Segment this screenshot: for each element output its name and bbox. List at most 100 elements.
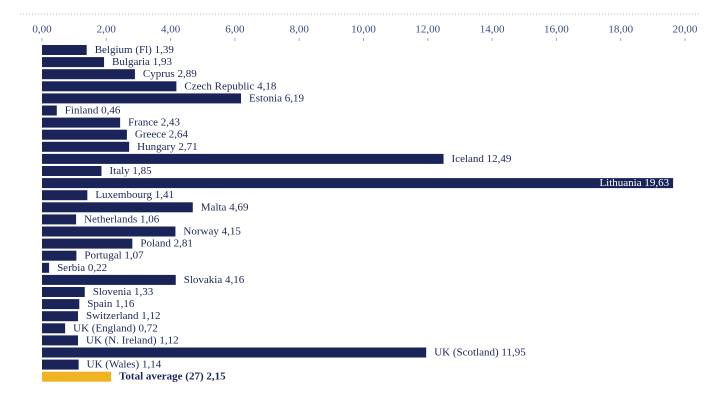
value-label: 0,72 bbox=[139, 322, 158, 334]
category-label: UK (Scotland) bbox=[434, 346, 499, 358]
value-label: 1,41 bbox=[155, 189, 174, 201]
value-label: 12,49 bbox=[487, 152, 512, 164]
x-tick-label: 14,00 bbox=[480, 24, 505, 36]
bar-label: Luxembourg 1,41 bbox=[95, 189, 174, 201]
bar-label: Italy 1,85 bbox=[109, 165, 152, 177]
value-label: 1,93 bbox=[153, 56, 173, 68]
bar bbox=[42, 262, 50, 273]
value-label: 1,07 bbox=[124, 249, 144, 261]
bar-label: Portugal 1,07 bbox=[84, 249, 144, 261]
category-label: UK (Wales) bbox=[87, 358, 140, 370]
bar bbox=[42, 274, 176, 285]
bar bbox=[42, 299, 80, 310]
category-label: Slovenia bbox=[93, 286, 132, 298]
bar bbox=[42, 105, 57, 116]
bar bbox=[42, 347, 427, 358]
bar-label: Bulgaria 1,93 bbox=[112, 56, 172, 68]
category-label: Belgium (Fl) bbox=[95, 44, 152, 56]
category-label: Slovakia bbox=[184, 273, 223, 285]
category-label: Total average (27) bbox=[119, 370, 204, 382]
bar-label: UK (Scotland) 11,95 bbox=[434, 346, 526, 358]
x-tick-label: 18,00 bbox=[608, 24, 633, 36]
bar bbox=[42, 311, 79, 322]
bar bbox=[42, 129, 127, 140]
value-label: 0,46 bbox=[101, 104, 121, 116]
bar bbox=[42, 226, 176, 237]
category-label: Italy bbox=[109, 165, 130, 177]
value-label: 1,16 bbox=[115, 298, 135, 310]
category-label: Poland bbox=[140, 237, 171, 249]
bar-label: UK (Wales) 1,14 bbox=[87, 358, 162, 370]
value-label: 1,85 bbox=[132, 165, 152, 177]
bar-label: Finland 0,46 bbox=[65, 104, 121, 116]
category-label: Finland bbox=[65, 104, 99, 116]
x-tick-label: 4,00 bbox=[161, 24, 181, 36]
value-label: 4,18 bbox=[257, 80, 277, 92]
category-label: Luxembourg bbox=[95, 189, 152, 201]
category-label: Cyprus bbox=[143, 68, 175, 80]
category-label: Spain bbox=[87, 298, 113, 310]
bar bbox=[42, 335, 79, 346]
value-label: 0,22 bbox=[88, 261, 107, 273]
category-label: Estonia bbox=[249, 92, 282, 104]
bar-label: Cyprus 2,89 bbox=[143, 68, 197, 80]
x-tick-label: 8,00 bbox=[290, 24, 310, 36]
x-tick-label: 10,00 bbox=[351, 24, 376, 36]
bar-label: France 2,43 bbox=[128, 116, 180, 128]
bar-label: Lithuania 19,63 bbox=[599, 177, 669, 189]
value-label: 2,43 bbox=[161, 116, 181, 128]
category-label: Portugal bbox=[84, 249, 121, 261]
bar-label: Total average (27) 2,15 bbox=[119, 370, 226, 382]
bar bbox=[42, 141, 130, 152]
value-label: 1,12 bbox=[159, 334, 178, 346]
category-label: Malta bbox=[201, 201, 227, 213]
value-label: 4,15 bbox=[222, 225, 242, 237]
bar bbox=[42, 190, 88, 201]
value-label: 2,89 bbox=[177, 68, 197, 80]
bar bbox=[42, 250, 77, 261]
bar-label: Malta 4,69 bbox=[201, 201, 249, 213]
bar-label: Serbia 0,22 bbox=[57, 261, 107, 273]
x-tick-label: 6,00 bbox=[225, 24, 245, 36]
bar-label: Netherlands 1,06 bbox=[84, 213, 160, 225]
bar bbox=[42, 202, 193, 213]
value-label: 2,71 bbox=[178, 140, 197, 152]
bar bbox=[42, 238, 133, 249]
bar-label: Belgium (Fl) 1,39 bbox=[95, 44, 175, 56]
bar bbox=[42, 323, 66, 334]
bar-label: Iceland 12,49 bbox=[452, 152, 512, 164]
bar-label: Switzerland 1,12 bbox=[86, 310, 161, 322]
bar bbox=[42, 117, 121, 128]
value-label: 4,16 bbox=[225, 273, 245, 285]
bar bbox=[42, 57, 105, 68]
x-tick-label: 20,00 bbox=[673, 24, 698, 36]
bar-label: UK (England) 0,72 bbox=[73, 322, 158, 334]
category-label: Switzerland bbox=[86, 310, 139, 322]
category-label: Greece bbox=[135, 128, 166, 140]
bar bbox=[42, 287, 85, 297]
category-label: UK (England) bbox=[73, 322, 136, 334]
value-label: 1,39 bbox=[155, 44, 175, 56]
bar-label: Estonia 6,19 bbox=[249, 92, 304, 104]
bar-label: Slovenia 1,33 bbox=[93, 286, 154, 298]
x-tick-label: 0,00 bbox=[32, 24, 52, 36]
category-label: Bulgaria bbox=[112, 56, 150, 68]
category-label: Hungary bbox=[137, 140, 176, 152]
category-label: Czech Republic bbox=[184, 80, 254, 92]
value-label: 2,81 bbox=[174, 237, 193, 249]
value-label: 1,06 bbox=[140, 213, 160, 225]
value-label: 2,15 bbox=[206, 370, 226, 382]
category-label: Netherlands bbox=[84, 213, 137, 225]
x-tick-label: 16,00 bbox=[544, 24, 569, 36]
bar bbox=[42, 69, 135, 80]
x-tick-label: 12,00 bbox=[415, 24, 440, 36]
value-label: 4,69 bbox=[229, 201, 249, 213]
bar bbox=[42, 166, 102, 176]
category-label: UK (N. Ireland) bbox=[86, 334, 157, 346]
category-label: Lithuania bbox=[599, 177, 641, 189]
bar-label: Hungary 2,71 bbox=[137, 140, 198, 152]
bar bbox=[42, 359, 79, 370]
value-label: 1,12 bbox=[141, 310, 160, 322]
bar-label: Greece 2,64 bbox=[135, 128, 189, 140]
